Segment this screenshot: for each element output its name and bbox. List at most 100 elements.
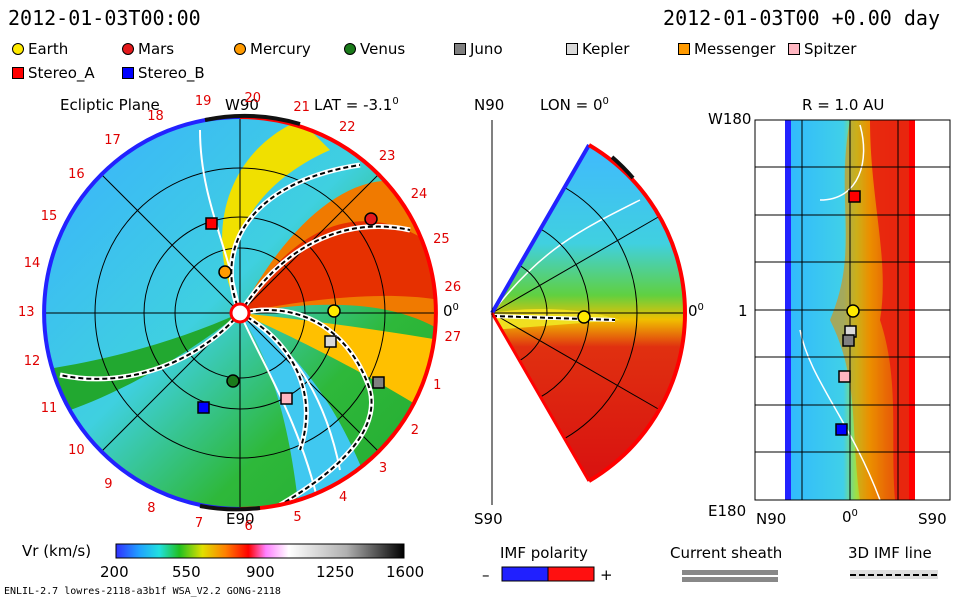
square-marker-icon [454, 43, 466, 55]
map-top-left: W180 [708, 110, 752, 128]
carrington-label: 14 [23, 255, 41, 271]
carrington-label: 23 [378, 149, 396, 165]
carrington-label: 8 [147, 501, 156, 517]
carrington-label: 1 [433, 378, 442, 394]
carrington-label: 22 [339, 119, 356, 135]
mars-marker [364, 212, 378, 226]
mercury-marker [218, 265, 232, 279]
carrington-label: 7 [194, 515, 204, 531]
legend-item-kepler: Kepler [566, 40, 629, 58]
square-marker-icon [12, 67, 24, 79]
legend-item-venus: Venus [344, 40, 405, 58]
carrington-label: 11 [40, 401, 58, 417]
carrington-label: 13 [18, 305, 35, 320]
square-marker-icon [678, 43, 690, 55]
carrington-label: 18 [147, 108, 164, 124]
carrington-label: 12 [23, 354, 41, 370]
map-x-right: S90 [918, 510, 947, 528]
ecliptic-title: Ecliptic Plane [60, 96, 160, 114]
kepler-marker [324, 335, 337, 348]
carrington-label: 2 [410, 422, 420, 438]
legend-label: Stereo_B [138, 64, 205, 82]
legend-item-stereo-a: Stereo_A [12, 64, 95, 82]
earth-marker [327, 304, 341, 318]
colorbar-tick: 200 [100, 563, 129, 581]
square-marker-icon [788, 43, 800, 55]
circle-marker-icon [344, 43, 356, 55]
colorbar-label: Vr (km/s) [22, 542, 92, 560]
imf-minus: – [482, 566, 490, 584]
square-marker-icon [122, 67, 134, 79]
legend-label: Mercury [250, 40, 311, 58]
carrington-label: 15 [40, 208, 58, 224]
elapsed-time: 2012-01-03T00 +0.00 day [663, 6, 940, 30]
carrington-label: 26 [444, 280, 462, 296]
spitzer-marker [280, 392, 293, 405]
meridional-bottom-label: S90 [474, 510, 503, 528]
meridional-right-label: 00 [688, 302, 704, 320]
imf-3d-label: 3D IMF line [848, 544, 932, 562]
lon-label: LON = 00 [540, 96, 609, 114]
circle-marker-icon [122, 43, 134, 55]
legend-item-stereo-b: Stereo_B [122, 64, 205, 82]
map-mid-left: 1 [738, 302, 748, 320]
stereo-a-marker [205, 217, 218, 230]
stereo-b-marker [197, 401, 210, 414]
carrington-label: 17 [104, 133, 121, 149]
legend-label: Venus [360, 40, 406, 58]
ecliptic-bottom-label: E90 [226, 510, 255, 528]
carrington-label: 10 [68, 442, 85, 458]
carrington-label: 20 [244, 91, 261, 107]
colorbar-tick: 1250 [316, 563, 355, 581]
legend-label: Mars [138, 40, 175, 58]
imf-polarity-label: IMF polarity [500, 544, 588, 562]
square-marker-icon [566, 43, 578, 55]
carrington-label: 24 [410, 187, 428, 203]
colorbar [115, 543, 405, 559]
carrington-label: 27 [444, 329, 462, 345]
venus-marker [226, 374, 240, 388]
carrington-label: 21 [293, 99, 310, 115]
r1au-map-plot [754, 119, 951, 501]
map-x-left: N90 [756, 510, 787, 528]
legend-label: Stereo_A [28, 64, 95, 82]
map-x-mid: 00 [842, 508, 858, 526]
colorbar-tick: 1600 [386, 563, 425, 581]
legend-item-spitzer: Spitzer [788, 40, 856, 58]
juno-marker [372, 376, 385, 389]
earth-marker-meridional [577, 310, 591, 324]
colorbar-tick: 900 [246, 563, 275, 581]
carrington-label: 9 [104, 476, 113, 492]
legend-item-juno: Juno [454, 40, 503, 58]
map-bottom-left: E180 [708, 502, 747, 520]
carrington-label: 5 [293, 510, 302, 525]
legend-item-mercury: Mercury [234, 40, 311, 58]
current-sheath-label: Current sheath [670, 544, 783, 562]
model-footer: ENLIL-2.7 lowres-2118-a3b1f WSA_V2.2 GON… [4, 586, 281, 597]
lat-label: LAT = -3.10 [314, 96, 399, 114]
circle-marker-icon [234, 43, 246, 55]
imf-plus: + [600, 566, 613, 584]
ecliptic-top-label: W90 [225, 96, 259, 114]
map-title: R = 1.0 AU [802, 96, 885, 114]
ecliptic-right-label: 00 [443, 302, 459, 320]
carrington-label: 3 [378, 460, 388, 476]
colorbar-tick: 550 [172, 563, 201, 581]
legend-item-earth: Earth [12, 40, 68, 58]
legend-label: Earth [28, 40, 69, 58]
carrington-label: 25 [433, 231, 450, 247]
ecliptic-plane-plot [42, 114, 438, 512]
timestamp: 2012-01-03T00:00 [8, 6, 201, 30]
carrington-label: 19 [194, 94, 212, 110]
circle-marker-icon [12, 43, 24, 55]
carrington-label: 4 [339, 490, 348, 506]
legend-label: Messenger [694, 40, 776, 58]
legend-label: Kepler [582, 40, 630, 58]
legend-item-mars: Mars [122, 40, 174, 58]
legend-item-messenger: Messenger [678, 40, 775, 58]
carrington-label: 16 [68, 167, 85, 183]
meridional-top-label: N90 [474, 96, 505, 114]
legend-label: Juno [470, 40, 503, 58]
carrington-label: 6 [244, 518, 253, 534]
